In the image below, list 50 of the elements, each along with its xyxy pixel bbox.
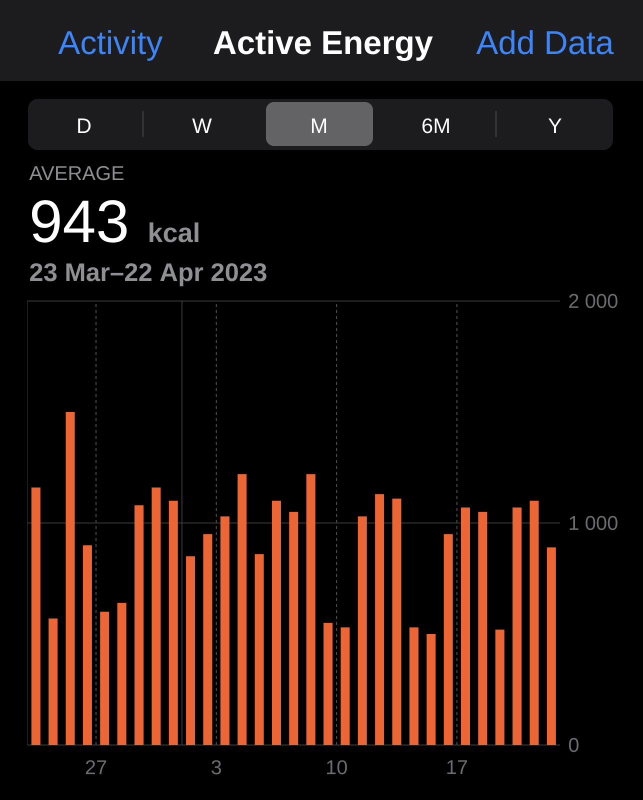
text: Y (548, 118, 562, 133)
bar (340, 627, 350, 746)
bar (100, 612, 110, 746)
bar (358, 516, 367, 746)
bar (238, 474, 247, 746)
bar (324, 622, 333, 746)
x-tick-label: 27 (86, 760, 106, 774)
x-tick-label: 17 (447, 760, 468, 774)
bar (186, 556, 196, 746)
text: W (192, 118, 212, 133)
y-tick-label: 1 000 (570, 516, 618, 530)
text: 6M (422, 118, 449, 134)
x-tick-label: 10 (327, 760, 347, 774)
bar (203, 534, 212, 746)
bar (478, 512, 488, 746)
bar (134, 505, 144, 746)
chart-title: Active Energy (214, 30, 433, 61)
bar (495, 630, 504, 746)
bar (530, 500, 539, 746)
bar (48, 618, 58, 746)
bar (409, 627, 418, 746)
y-tick-label: 2 000 (569, 294, 618, 308)
bar (392, 498, 402, 746)
text: 943 (32, 200, 127, 243)
bar (426, 634, 436, 746)
bar (168, 500, 178, 746)
bar (546, 547, 556, 746)
x-tick-label: 3 (212, 760, 222, 774)
text: kcal (150, 222, 198, 242)
bar (460, 507, 470, 746)
bar (152, 487, 161, 746)
bar (444, 534, 453, 746)
bar (512, 507, 522, 746)
text: D (78, 118, 91, 133)
bar (289, 512, 298, 746)
text: Activity (58, 30, 163, 61)
text: M (312, 118, 326, 133)
bar (220, 516, 230, 746)
bar (31, 487, 40, 746)
bar (66, 412, 75, 746)
bar (306, 474, 316, 746)
bar (117, 602, 126, 746)
bar (375, 494, 384, 746)
text: AVERAGE (29, 166, 124, 180)
bar (82, 545, 92, 746)
bar (272, 500, 281, 746)
text: 23 Mar–22 Apr 2023 (30, 263, 266, 286)
text: Add Data (476, 30, 614, 54)
y-tick-label: 0 (568, 738, 579, 752)
bar (254, 554, 264, 746)
